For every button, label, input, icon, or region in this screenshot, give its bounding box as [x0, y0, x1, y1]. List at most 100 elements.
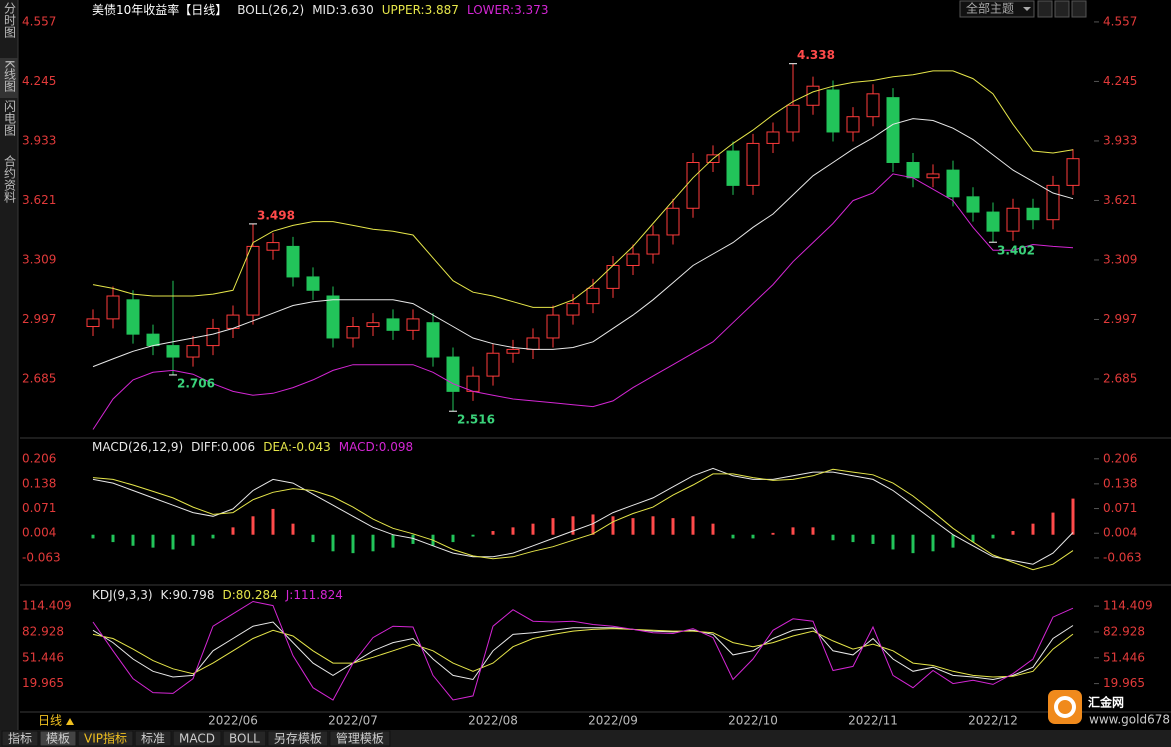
- tool-button[interactable]: [1038, 1, 1052, 17]
- candle-body: [327, 296, 339, 338]
- candle-body: [107, 296, 119, 319]
- macd-bar: [132, 535, 135, 546]
- y-tick-label-right: 114.409: [1103, 599, 1153, 613]
- macd-bar: [112, 535, 115, 542]
- y-tick-label-right: 82.928: [1103, 624, 1145, 638]
- candle-body: [887, 98, 899, 163]
- legend-entry: UPPER:3.887: [382, 3, 459, 17]
- macd-bar: [412, 535, 415, 544]
- candle-body: [747, 143, 759, 185]
- macd-bar: [512, 527, 515, 534]
- candle-body: [407, 319, 419, 330]
- candle-body: [1007, 208, 1019, 231]
- candle-body: [307, 277, 319, 290]
- tab[interactable]: 管理模板: [336, 731, 384, 746]
- macd-bar: [532, 524, 535, 535]
- y-tick-label-right: 4.557: [1103, 14, 1137, 28]
- candle-body: [87, 319, 99, 327]
- candle-body: [947, 170, 959, 197]
- x-tick-label: 2022/09: [588, 714, 638, 728]
- tab[interactable]: 另存模板: [274, 732, 322, 746]
- legend-entry: MACD:0.098: [339, 440, 413, 454]
- macd-bar: [572, 516, 575, 534]
- candle-body: [847, 117, 859, 132]
- panel-header: MACD(26,12,9)DIFF:0.006DEA:-0.043MACD:0.…: [92, 440, 413, 454]
- y-tick-label-right: -0.063: [1103, 550, 1142, 564]
- y-tick-label: 82.928: [22, 624, 64, 638]
- panel-header: 美债10年收益率【日线】 BOLL(26,2) MID:3.630 UPPER:3.8…: [92, 2, 548, 17]
- candle-body: [347, 327, 359, 338]
- x-tick-label: 2022/07: [328, 714, 378, 728]
- legend-entry: DIFF:0.006: [191, 440, 255, 454]
- macd-bar: [792, 527, 795, 534]
- tool-button[interactable]: [1072, 1, 1086, 17]
- macd-bar: [672, 518, 675, 535]
- macd-bar: [312, 535, 315, 542]
- y-tick-label-right: 0.071: [1103, 501, 1137, 515]
- logo-url: www.gold678.com: [1089, 713, 1171, 727]
- candle-body: [127, 300, 139, 334]
- x-tick-label: 2022/08: [468, 714, 518, 728]
- macd-bar: [852, 535, 855, 542]
- sidebar-tab[interactable]: 分时图: [3, 2, 17, 38]
- tab[interactable]: MACD: [179, 732, 215, 746]
- legend-entry: MID:3.630: [312, 3, 374, 17]
- y-tick-label-right: 0.138: [1103, 476, 1137, 490]
- macd-bar: [692, 516, 695, 534]
- macd-bar: [952, 535, 955, 548]
- indicator-name: BOLL(26,2): [237, 3, 304, 17]
- macd-bar: [372, 535, 375, 552]
- candle-body: [667, 208, 679, 235]
- candle-body: [287, 246, 299, 277]
- macd-bar: [552, 518, 555, 535]
- macd-bar: [892, 535, 895, 550]
- extreme-label: 3.498: [257, 208, 295, 222]
- indicator-name: KDJ(9,3,3): [92, 588, 153, 602]
- tool-button[interactable]: [1055, 1, 1069, 17]
- sidebar-tab[interactable]: 合约资料: [3, 154, 17, 203]
- tab[interactable]: VIP指标: [84, 731, 127, 746]
- tab[interactable]: 标准: [141, 732, 165, 746]
- candle-body: [267, 243, 279, 251]
- candle-body: [967, 197, 979, 212]
- y-tick-label: 114.409: [22, 599, 72, 613]
- legend-entry: D:80.284: [222, 588, 277, 602]
- macd-bar: [992, 535, 995, 539]
- macd-bar: [872, 535, 875, 544]
- candle-body: [167, 346, 179, 357]
- y-tick-label: 0.004: [22, 526, 56, 540]
- extreme-label: 4.338: [797, 48, 835, 62]
- y-tick-label-right: 3.309: [1103, 252, 1137, 266]
- sidebar-tab[interactable]: 闪电图: [3, 100, 17, 136]
- macd-bar: [92, 535, 95, 539]
- candle-body: [927, 174, 939, 178]
- macd-bar: [712, 524, 715, 535]
- y-tick-label-right: 3.621: [1103, 193, 1137, 207]
- tab[interactable]: 模板: [46, 732, 70, 746]
- macd-bar: [192, 535, 195, 546]
- sidebar-tab[interactable]: K线图: [3, 60, 17, 92]
- candle-body: [467, 376, 479, 391]
- period-label[interactable]: 日线: [38, 714, 62, 728]
- macd-bar: [832, 535, 835, 541]
- indicator-name: MACD(26,12,9): [92, 440, 183, 454]
- candle-body: [1027, 208, 1039, 219]
- y-tick-label: 4.245: [22, 74, 56, 88]
- candle-body: [787, 105, 799, 132]
- tab[interactable]: 指标: [8, 731, 32, 746]
- y-tick-label: 2.997: [22, 312, 56, 326]
- extreme-label: 2.706: [177, 376, 215, 390]
- candle-body: [1067, 159, 1079, 186]
- candle-body: [867, 94, 879, 117]
- y-tick-label-right: 4.245: [1103, 74, 1137, 88]
- candle-body: [387, 319, 399, 330]
- macd-bar: [772, 533, 775, 535]
- tab[interactable]: BOLL: [229, 732, 260, 746]
- y-tick-label-right: 2.685: [1103, 371, 1137, 385]
- chart-title: 美债10年收益率【日线】: [92, 2, 227, 17]
- macd-bar: [292, 524, 295, 535]
- macd-bar: [172, 535, 175, 550]
- candle-body: [587, 288, 599, 303]
- theme-label: 全部主题: [966, 1, 1014, 16]
- candle-body: [527, 338, 539, 349]
